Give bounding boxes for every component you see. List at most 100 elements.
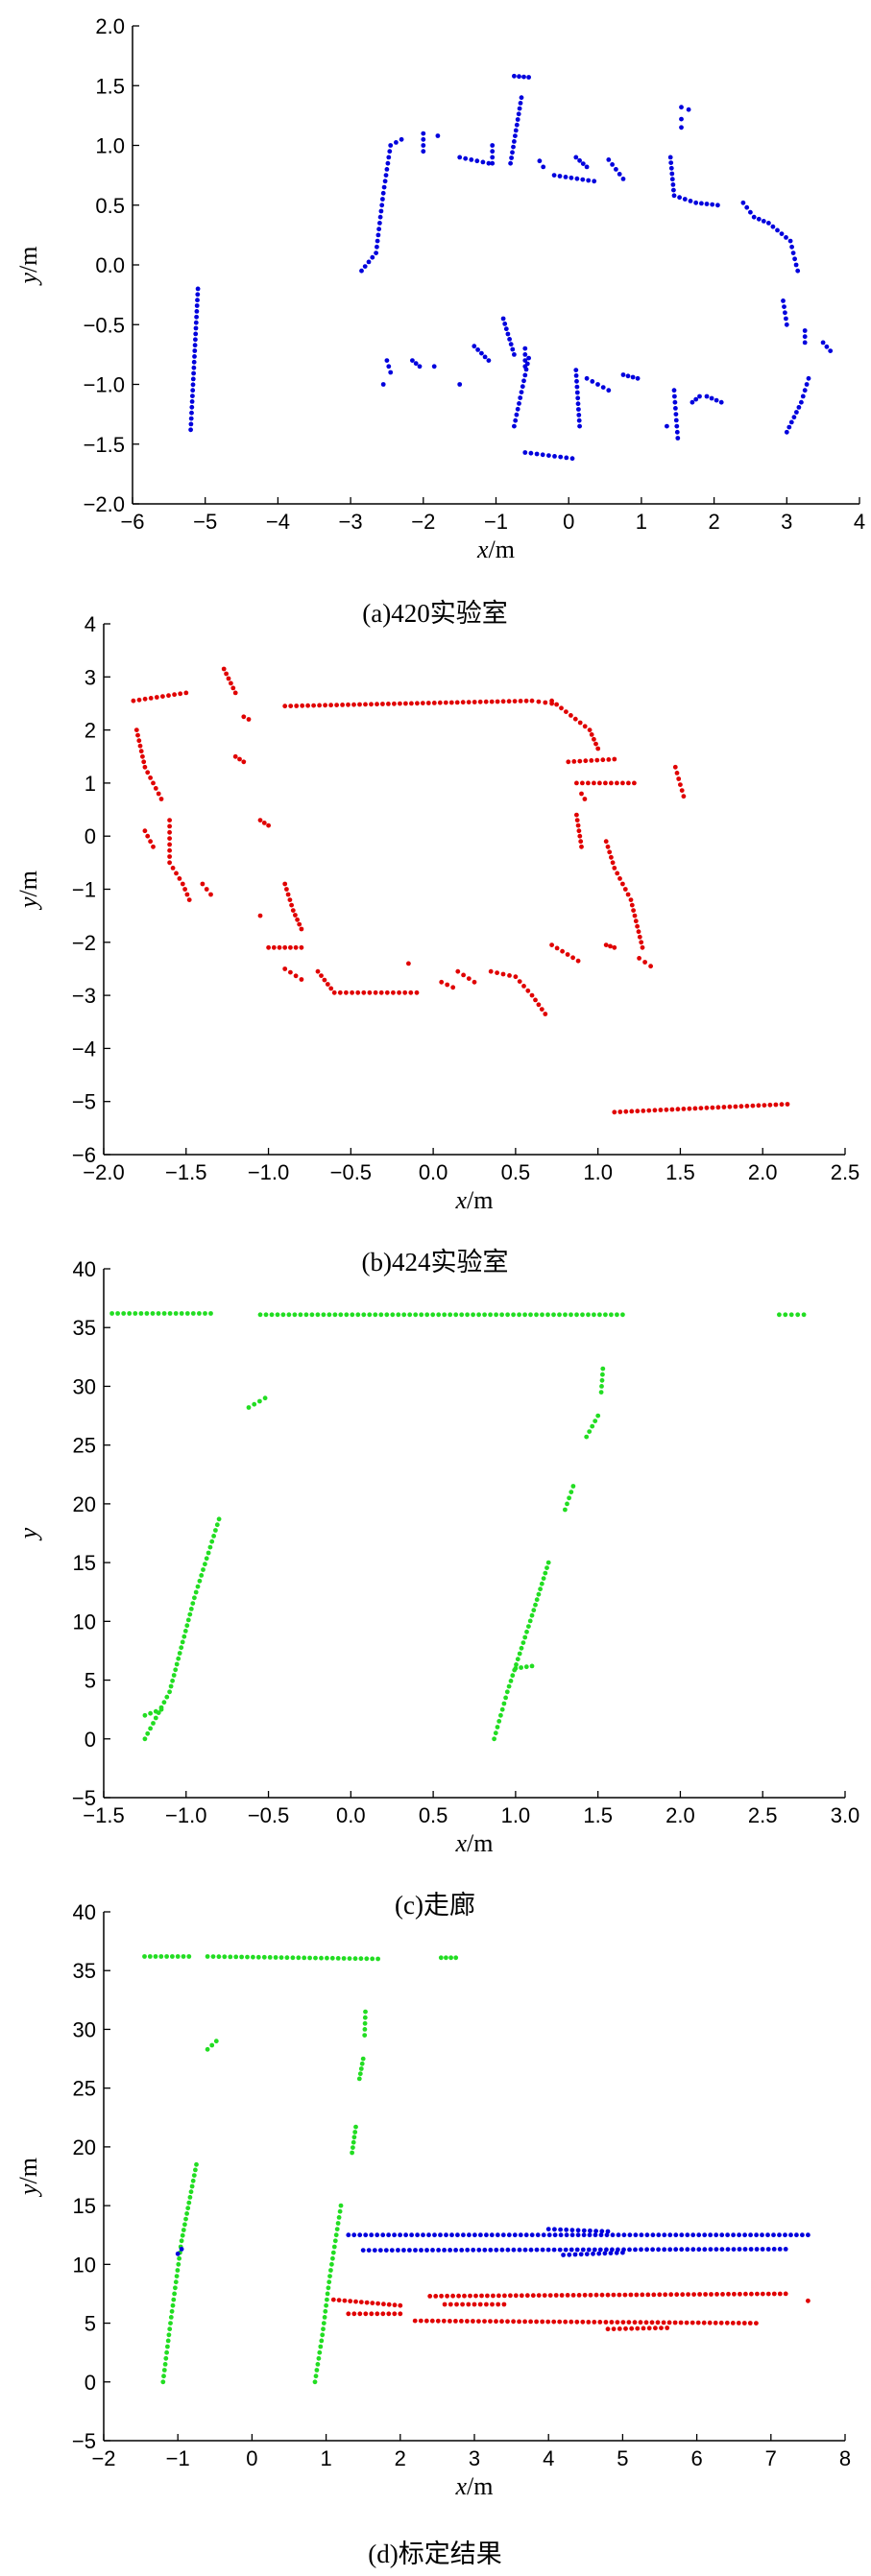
data-point xyxy=(357,2071,363,2077)
y-tick-label: 1.0 xyxy=(95,134,125,158)
data-point xyxy=(674,423,680,429)
data-point xyxy=(537,158,543,164)
data-point xyxy=(692,1106,698,1111)
data-point xyxy=(667,2232,673,2238)
data-point xyxy=(386,2311,392,2317)
data-point xyxy=(331,990,337,995)
data-point xyxy=(559,705,564,711)
data-point xyxy=(656,2232,662,2238)
data-point xyxy=(737,2247,742,2252)
data-point xyxy=(442,2302,448,2307)
data-point xyxy=(167,1311,173,1316)
data-point xyxy=(338,2203,344,2208)
data-point xyxy=(401,1312,407,1318)
data-point xyxy=(517,979,522,984)
data-point xyxy=(471,2247,476,2253)
data-point xyxy=(167,847,173,853)
data-point xyxy=(740,200,746,205)
data-point xyxy=(477,2302,483,2307)
data-point xyxy=(507,973,512,978)
data-point xyxy=(749,2291,754,2297)
data-point xyxy=(351,2139,356,2145)
data-point xyxy=(513,133,518,139)
data-point xyxy=(377,2248,383,2254)
data-point xyxy=(488,2247,494,2253)
data-point xyxy=(608,943,613,949)
data-point xyxy=(158,1954,164,1959)
data-point xyxy=(189,404,195,410)
x-tick-label: −1.0 xyxy=(165,1803,206,1827)
data-point xyxy=(323,703,327,708)
data-point xyxy=(714,2292,719,2297)
data-point xyxy=(167,818,173,823)
data-point xyxy=(148,775,154,780)
data-point xyxy=(592,780,596,786)
data-point xyxy=(596,2251,602,2256)
data-point xyxy=(499,2247,505,2253)
data-point xyxy=(361,990,367,995)
y-tick-label: −1 xyxy=(72,878,96,902)
data-point xyxy=(576,407,581,412)
data-point xyxy=(784,316,788,322)
chart-3: −2 −1 0 1 2 3 4 5 6 7 8 −5 0 5 10 15 20 25 30 35 40 x/m y/m (d)… xyxy=(14,1900,851,2568)
data-point xyxy=(179,1645,184,1651)
data-point xyxy=(171,2297,177,2302)
data-point xyxy=(461,2232,466,2238)
data-point xyxy=(433,2294,439,2299)
y-tick-label: 10 xyxy=(73,1610,96,1634)
data-point xyxy=(318,2344,324,2349)
data-point xyxy=(214,1522,220,1528)
data-point xyxy=(271,944,277,950)
data-point xyxy=(533,997,538,1003)
data-point xyxy=(603,2320,609,2325)
data-point xyxy=(626,780,631,786)
data-point xyxy=(588,2292,593,2298)
data-point xyxy=(569,2232,575,2238)
data-point xyxy=(257,818,263,823)
y-tick-label: 30 xyxy=(73,2017,96,2041)
data-point xyxy=(188,1607,194,1611)
data-point xyxy=(388,370,394,375)
data-point xyxy=(539,1007,544,1012)
data-point xyxy=(392,701,397,706)
data-point xyxy=(137,743,143,749)
data-point xyxy=(171,1673,177,1678)
data-point xyxy=(175,1954,181,1959)
x-tick-label: 4 xyxy=(543,2446,554,2470)
data-point xyxy=(375,238,380,244)
data-point xyxy=(499,2319,504,2325)
data-point xyxy=(671,388,677,394)
x-tick-label: 8 xyxy=(839,2446,851,2470)
data-point xyxy=(529,1612,535,1618)
data-point xyxy=(606,757,612,762)
data-point xyxy=(170,2302,176,2308)
data-point xyxy=(766,221,771,226)
data-point xyxy=(489,2232,495,2238)
data-point xyxy=(476,2319,481,2325)
data-point xyxy=(718,399,724,405)
data-point xyxy=(337,2208,343,2214)
data-point xyxy=(708,2232,714,2238)
data-point xyxy=(710,202,715,207)
data-point xyxy=(207,1544,213,1550)
data-point xyxy=(586,1312,591,1318)
data-point xyxy=(512,699,518,704)
data-point xyxy=(638,2320,643,2326)
data-point xyxy=(383,173,389,179)
data-point xyxy=(299,977,304,982)
data-point xyxy=(760,2232,764,2238)
data-point xyxy=(678,782,683,787)
data-point xyxy=(184,1311,190,1316)
data-point xyxy=(188,416,194,421)
data-point xyxy=(612,944,617,950)
data-point xyxy=(438,1955,444,1961)
data-point xyxy=(323,2308,328,2314)
data-point xyxy=(383,2248,389,2254)
data-point xyxy=(658,1108,664,1112)
data-point xyxy=(564,2232,569,2238)
data-point xyxy=(806,2298,811,2303)
data-point xyxy=(284,1955,290,1961)
data-point xyxy=(650,2247,655,2253)
data-point xyxy=(246,717,252,722)
data-point xyxy=(726,2291,731,2297)
